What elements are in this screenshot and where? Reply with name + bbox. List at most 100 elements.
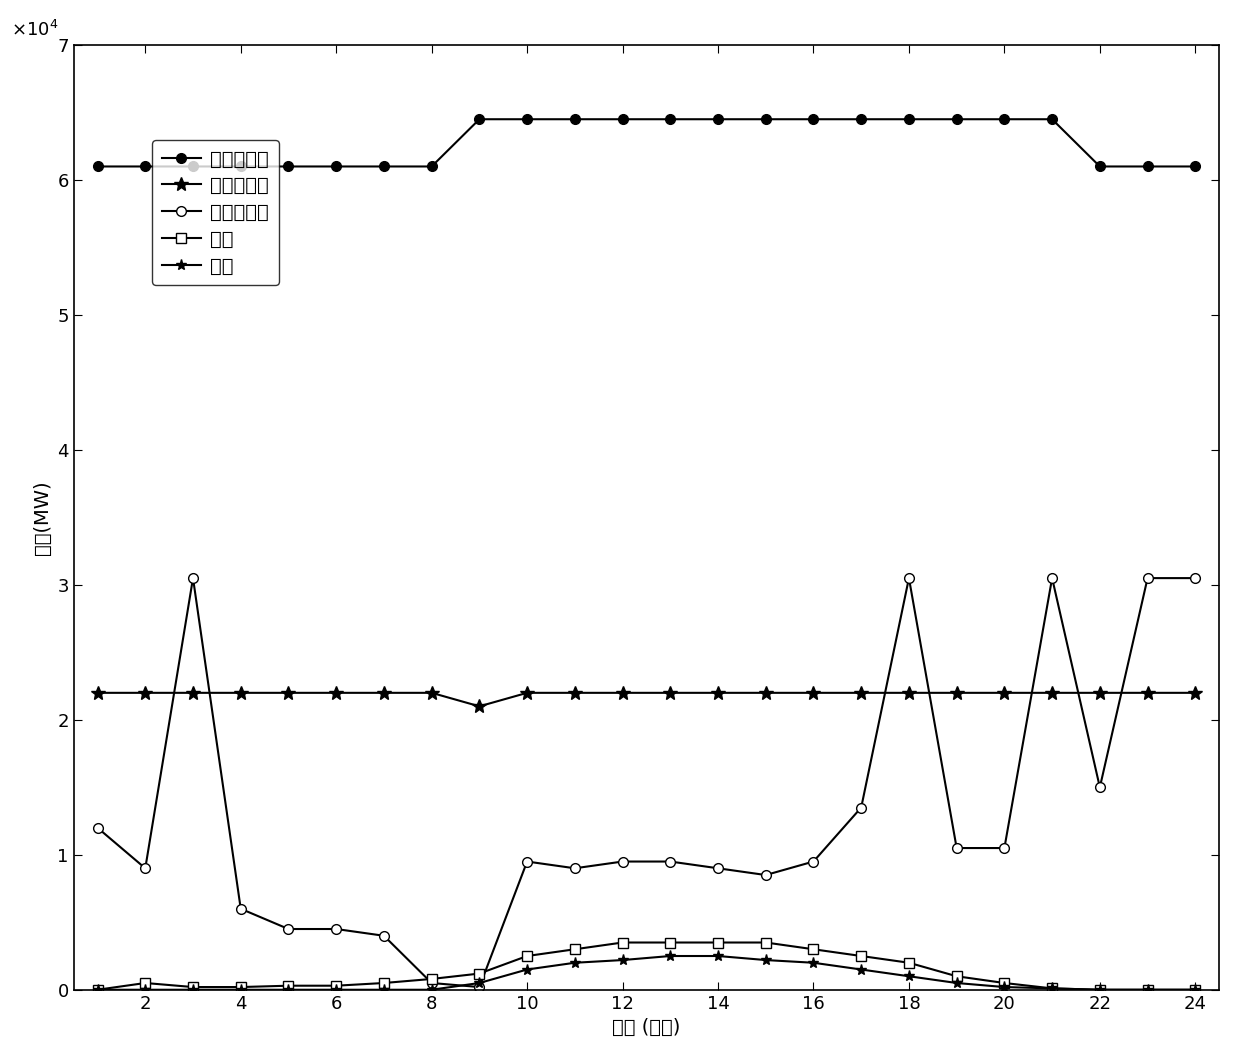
径流式水电 xyxy=(329,160,343,172)
年调节水电 xyxy=(1140,571,1154,584)
风电 xyxy=(615,936,630,949)
光伏 xyxy=(711,950,725,963)
季调节水电 xyxy=(1092,687,1107,699)
Y-axis label: 出力(MW): 出力(MW) xyxy=(32,480,52,554)
径流式水电 xyxy=(997,113,1012,126)
季调节水电 xyxy=(91,687,105,699)
风电 xyxy=(1092,983,1107,996)
风电 xyxy=(91,983,105,996)
风电 xyxy=(472,967,487,980)
季调节水电 xyxy=(472,700,487,713)
季调节水电 xyxy=(1140,687,1154,699)
光伏 xyxy=(424,983,439,996)
风电 xyxy=(759,936,774,949)
年调节水电 xyxy=(1092,781,1107,794)
风电 xyxy=(1044,982,1059,995)
Line: 年调节水电: 年调节水电 xyxy=(93,573,1200,992)
年调节水电 xyxy=(329,923,343,935)
光伏 xyxy=(759,953,774,966)
年调节水电 xyxy=(186,571,201,584)
季调节水电 xyxy=(377,687,392,699)
径流式水电 xyxy=(711,113,725,126)
光伏 xyxy=(950,977,965,989)
光伏 xyxy=(1044,982,1059,995)
风电 xyxy=(1140,983,1154,996)
光伏 xyxy=(91,983,105,996)
季调节水电 xyxy=(854,687,869,699)
径流式水电 xyxy=(91,160,105,172)
光伏 xyxy=(377,983,392,996)
年调节水电 xyxy=(615,855,630,868)
季调节水电 xyxy=(1188,687,1203,699)
光伏 xyxy=(806,956,821,969)
Line: 季调节水电: 季调节水电 xyxy=(91,686,1203,713)
径流式水电 xyxy=(281,160,296,172)
年调节水电 xyxy=(806,855,821,868)
光伏 xyxy=(663,950,678,963)
风电 xyxy=(997,977,1012,989)
风电 xyxy=(950,970,965,983)
季调节水电 xyxy=(615,687,630,699)
径流式水电 xyxy=(1092,160,1107,172)
径流式水电 xyxy=(472,113,487,126)
季调节水电 xyxy=(901,687,916,699)
径流式水电 xyxy=(424,160,439,172)
Legend: 径流式水电, 季调节水电, 年调节水电, 风电, 光伏: 径流式水电, 季调节水电, 年调节水电, 风电, 光伏 xyxy=(153,140,279,286)
年调节水电 xyxy=(472,981,487,993)
风电 xyxy=(186,981,201,993)
季调节水电 xyxy=(806,687,821,699)
年调节水电 xyxy=(233,902,248,915)
风电 xyxy=(233,981,248,993)
风电 xyxy=(854,950,869,963)
季调节水电 xyxy=(138,687,153,699)
径流式水电 xyxy=(854,113,869,126)
光伏 xyxy=(138,983,153,996)
季调节水电 xyxy=(663,687,678,699)
光伏 xyxy=(854,963,869,975)
径流式水电 xyxy=(186,160,201,172)
年调节水电 xyxy=(281,923,296,935)
风电 xyxy=(520,950,534,963)
季调节水电 xyxy=(281,687,296,699)
季调节水电 xyxy=(329,687,343,699)
风电 xyxy=(281,980,296,992)
径流式水电 xyxy=(950,113,965,126)
Line: 径流式水电: 径流式水电 xyxy=(93,114,1200,171)
径流式水电 xyxy=(806,113,821,126)
光伏 xyxy=(568,956,583,969)
年调节水电 xyxy=(997,842,1012,855)
径流式水电 xyxy=(759,113,774,126)
风电 xyxy=(1188,983,1203,996)
季调节水电 xyxy=(997,687,1012,699)
风电 xyxy=(901,956,916,969)
季调节水电 xyxy=(233,687,248,699)
季调节水电 xyxy=(1044,687,1059,699)
年调节水电 xyxy=(377,929,392,942)
风电 xyxy=(663,936,678,949)
年调节水电 xyxy=(424,977,439,989)
X-axis label: 时间 (小时): 时间 (小时) xyxy=(613,1018,681,1037)
光伏 xyxy=(329,983,343,996)
径流式水电 xyxy=(377,160,392,172)
季调节水电 xyxy=(711,687,725,699)
季调节水电 xyxy=(568,687,583,699)
径流式水电 xyxy=(520,113,534,126)
光伏 xyxy=(901,970,916,983)
径流式水电 xyxy=(1044,113,1059,126)
光伏 xyxy=(1188,983,1203,996)
季调节水电 xyxy=(759,687,774,699)
年调节水电 xyxy=(711,862,725,875)
光伏 xyxy=(186,983,201,996)
年调节水电 xyxy=(901,571,916,584)
光伏 xyxy=(1092,983,1107,996)
Text: $\times 10^4$: $\times 10^4$ xyxy=(11,20,58,40)
风电 xyxy=(806,943,821,955)
年调节水电 xyxy=(663,855,678,868)
季调节水电 xyxy=(950,687,965,699)
光伏 xyxy=(472,977,487,989)
Line: 光伏: 光伏 xyxy=(92,950,1200,996)
径流式水电 xyxy=(138,160,153,172)
径流式水电 xyxy=(663,113,678,126)
年调节水电 xyxy=(854,801,869,814)
径流式水电 xyxy=(1140,160,1154,172)
